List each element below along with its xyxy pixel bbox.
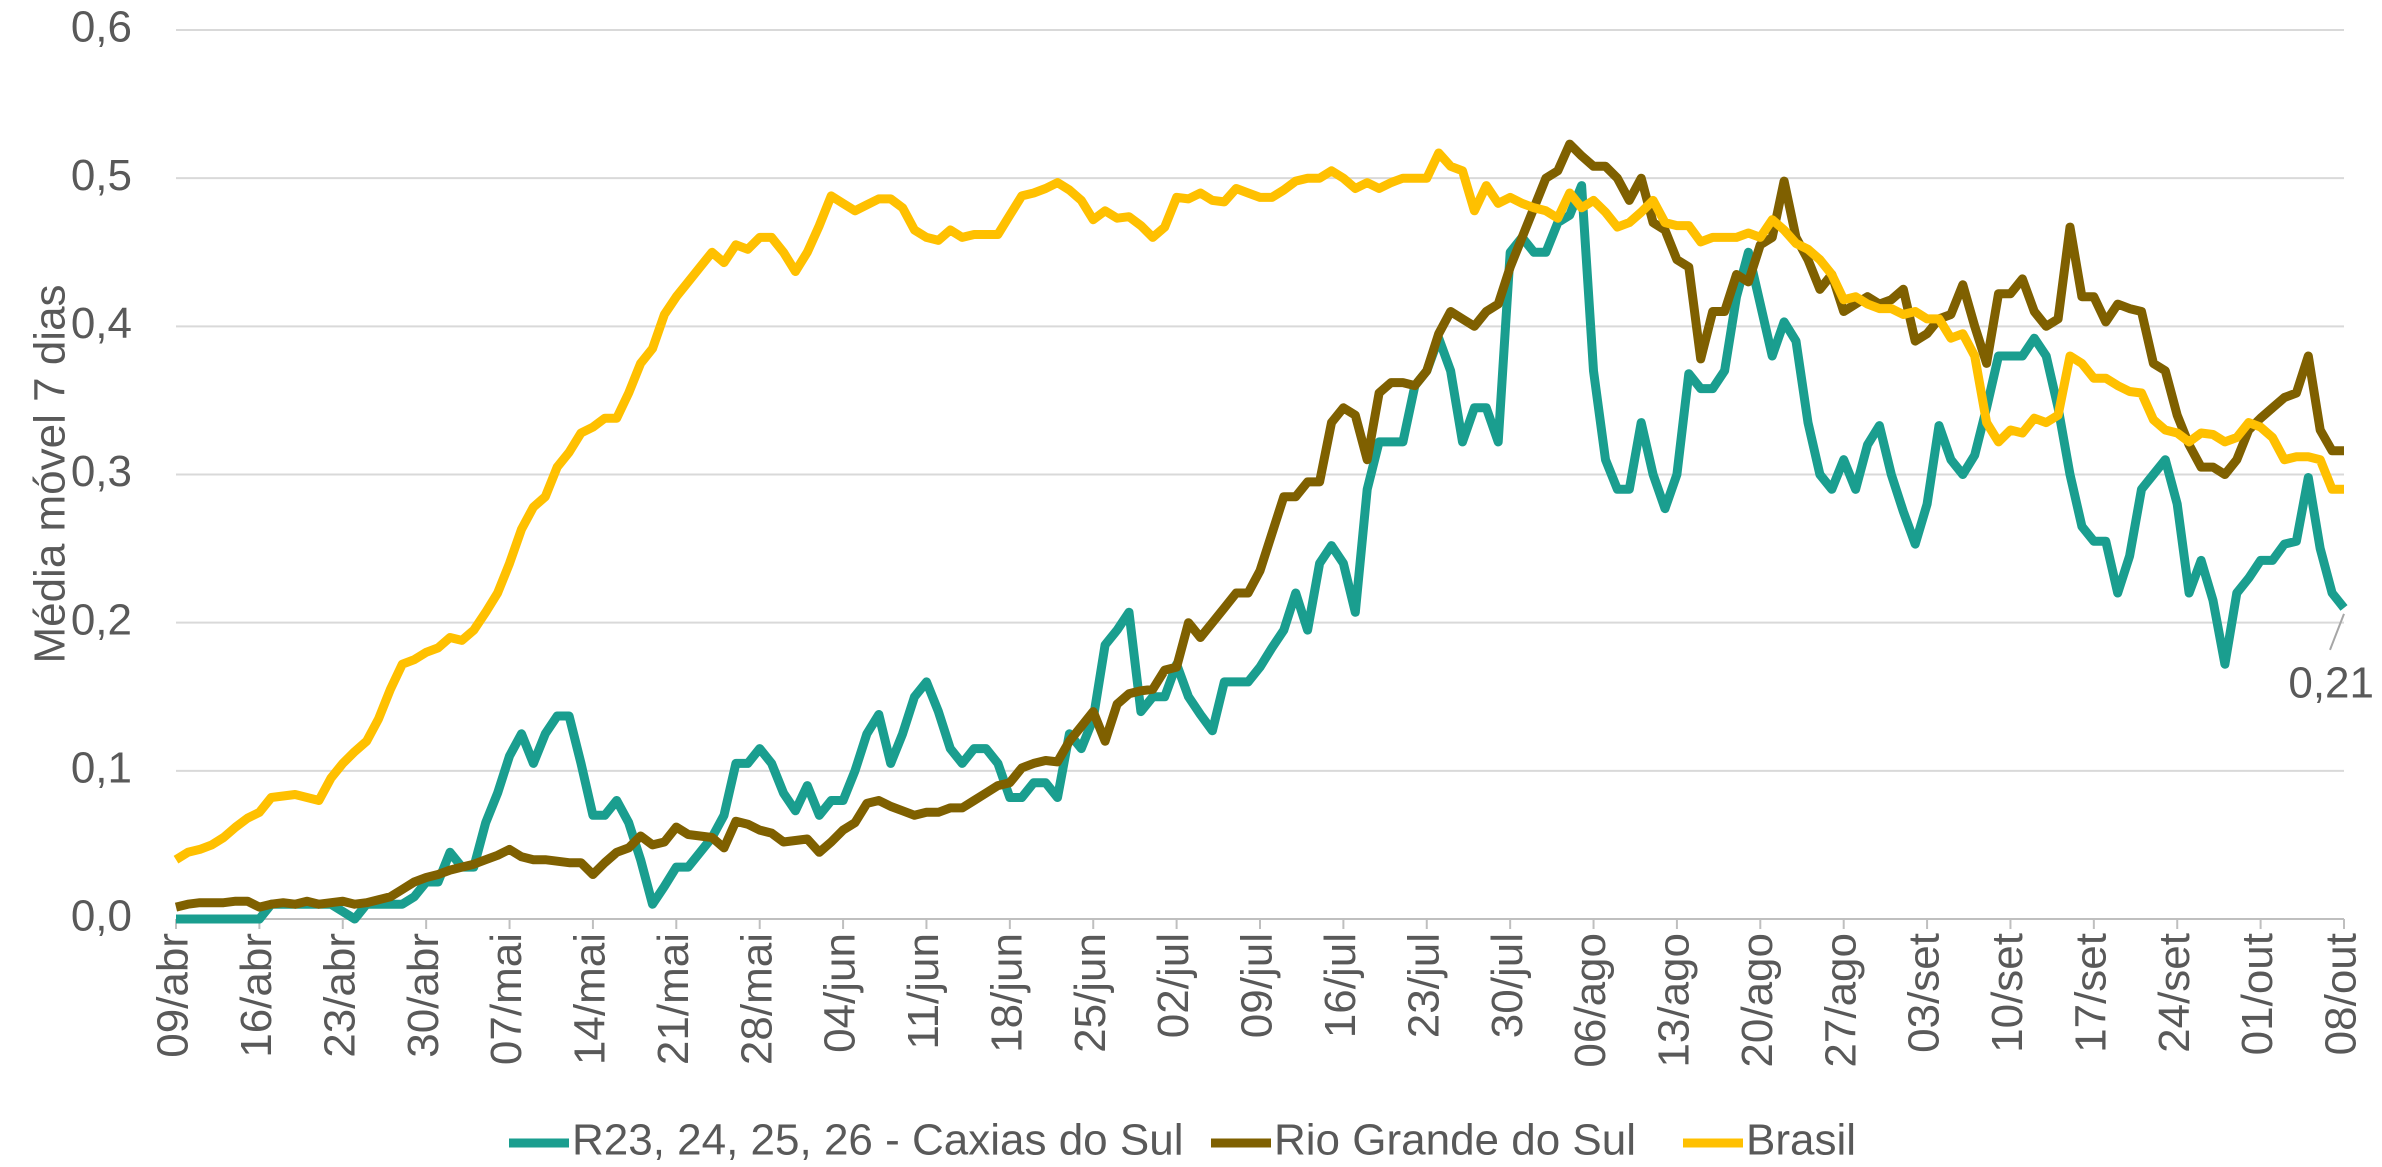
y-tick-label: 0,0 bbox=[71, 892, 132, 941]
x-tick-label: 16/jul bbox=[1316, 933, 1365, 1038]
x-tick-label: 18/jun bbox=[982, 933, 1031, 1053]
leader-line bbox=[2329, 613, 2345, 651]
x-tick-label: 08/out bbox=[2317, 933, 2366, 1055]
x-tick-label: 09/jul bbox=[1233, 933, 1282, 1038]
x-tick-label: 17/set bbox=[2066, 933, 2115, 1053]
legend-label: R23, 24, 25, 26 - Caxias do Sul bbox=[572, 1116, 1183, 1165]
x-tick-label: 24/set bbox=[2150, 933, 2199, 1053]
series-line bbox=[174, 139, 2344, 912]
x-tick-label: 28/mai bbox=[732, 933, 781, 1065]
x-tick-label: 10/set bbox=[1983, 933, 2032, 1053]
x-tick-label: 13/ago bbox=[1650, 933, 1699, 1068]
x-tick-label: 30/jul bbox=[1483, 933, 1532, 1038]
y-tick-label: 0,1 bbox=[71, 743, 132, 792]
y-axis-title: Média móvel 7 dias bbox=[26, 284, 75, 663]
x-tick-label: 01/out bbox=[2233, 933, 2282, 1055]
x-tick-label: 06/ago bbox=[1566, 933, 1615, 1068]
x-tick-label: 27/ago bbox=[1816, 933, 1865, 1068]
series-line bbox=[173, 148, 2344, 864]
x-tick-label: 14/mai bbox=[566, 933, 615, 1065]
y-tick-label: 0,6 bbox=[71, 3, 132, 52]
y-tick-label: 0,3 bbox=[71, 447, 132, 496]
x-tick-label: 23/abr bbox=[315, 933, 364, 1058]
x-tick-label: 25/jun bbox=[1066, 933, 1115, 1053]
y-tick-label: 0,5 bbox=[71, 151, 132, 200]
legend-label: Rio Grande do Sul bbox=[1274, 1116, 1636, 1165]
data-label: 0,21 bbox=[2288, 658, 2374, 707]
x-tick-label: 03/set bbox=[1900, 933, 1949, 1053]
x-tick-label: 09/abr bbox=[149, 933, 198, 1058]
x-tick-label: 02/jul bbox=[1149, 933, 1198, 1038]
x-tick-label: 21/mai bbox=[649, 933, 698, 1065]
legend-label: Brasil bbox=[1746, 1116, 1856, 1165]
x-tick-label: 11/jun bbox=[899, 933, 948, 1050]
x-tick-label: 04/jun bbox=[816, 933, 865, 1053]
x-tick-label: 07/mai bbox=[482, 933, 531, 1065]
x-tick-label: 20/ago bbox=[1733, 933, 1782, 1068]
x-tick-label: 23/jul bbox=[1399, 933, 1448, 1038]
y-tick-label: 0,4 bbox=[71, 299, 132, 348]
x-tick-label: 30/abr bbox=[399, 933, 448, 1058]
series-line bbox=[176, 181, 2348, 924]
y-tick-label: 0,2 bbox=[71, 595, 132, 644]
x-tick-label: 16/abr bbox=[232, 933, 281, 1058]
